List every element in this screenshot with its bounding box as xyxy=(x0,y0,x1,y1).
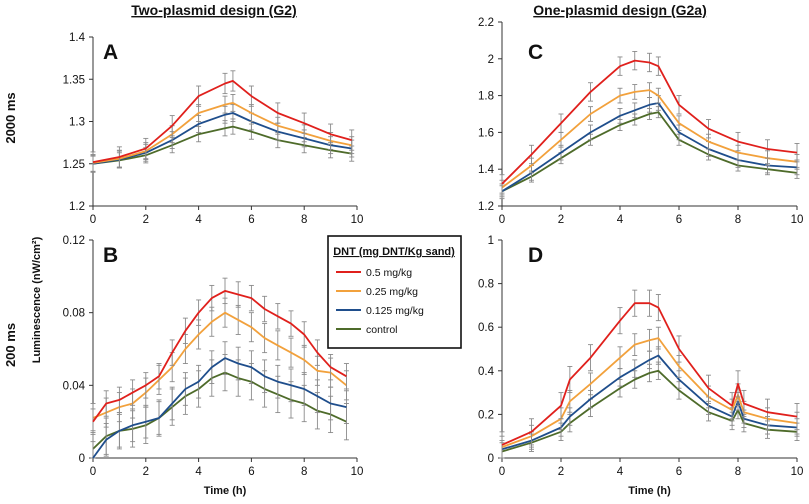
x-tick-label: 4 xyxy=(195,466,202,478)
series-line-0-125-mg-kg-a xyxy=(92,112,352,165)
legend: DNT (mg DNT/Kg sand) 0.5 mg/kg 0.25 mg/k… xyxy=(327,235,462,349)
panel-letter-c: C xyxy=(528,41,543,64)
series-line-0-5-mg-kg-a xyxy=(92,80,352,163)
x-tick-label: 8 xyxy=(301,214,307,226)
y-tick-label: 0.08 xyxy=(63,308,85,320)
y-tick-label: 1.35 xyxy=(63,74,85,86)
y-tick-label: 2 xyxy=(488,54,494,66)
title-one-plasmid: One-plasmid design (G2a) xyxy=(533,2,706,18)
title-two-plasmid: Two-plasmid design (G2) xyxy=(131,2,296,18)
x-tick-label: 8 xyxy=(301,466,307,478)
legend-title: DNT (mg DNT/Kg sand) xyxy=(333,246,455,258)
legend-label-0-5: 0.5 mg/kg xyxy=(366,267,412,279)
y-tick-label: 0.6 xyxy=(478,322,494,334)
panel-letter-d: D xyxy=(528,244,543,267)
y-tick-label: 0 xyxy=(488,453,494,465)
y-tick-label: 1.3 xyxy=(69,117,85,129)
y-tick-label: 1.4 xyxy=(69,32,86,44)
x-axis-label-d: Time (h) xyxy=(628,485,671,497)
x-tick-label: 8 xyxy=(735,214,741,226)
y-tick-label: 1.4 xyxy=(478,164,495,176)
series-line-0-25-mg-kg-c xyxy=(501,89,798,189)
series-line-0-125-mg-kg-b xyxy=(92,357,347,459)
x-tick-label: 10 xyxy=(351,466,364,478)
x-axis-label-b: Time (h) xyxy=(204,485,247,497)
series-line-0-25-mg-kg-b xyxy=(92,311,347,419)
y-tick-label: 2.2 xyxy=(478,17,494,29)
x-tick-label: 0 xyxy=(90,466,96,478)
x-tick-label: 10 xyxy=(351,214,364,226)
y-tick-label: 1.25 xyxy=(63,159,85,171)
y-tick-label: 0 xyxy=(79,453,85,465)
series-line-0-25-mg-kg-d xyxy=(501,337,798,448)
x-tick-label: 6 xyxy=(248,466,254,478)
panel-c: 1.2 1.4 1.6 1.8 2 2.2 0 2 4 6 8 10 xyxy=(478,17,803,226)
y-tick-label: 1.2 xyxy=(478,201,494,213)
series-line-0-5-mg-kg-b xyxy=(92,289,347,423)
y-tick-label: 0.4 xyxy=(478,366,495,378)
legend-label-0-25: 0.25 mg/kg xyxy=(366,286,418,298)
x-tick-label: 0 xyxy=(499,214,505,226)
shared-y-axis-label: Luminescence (nW/cm²) xyxy=(31,236,43,363)
x-tick-label: 6 xyxy=(676,466,682,478)
x-tick-label: 2 xyxy=(558,466,564,478)
series-line-0-25-mg-kg-a xyxy=(92,102,352,164)
series-line-control-a xyxy=(92,125,352,165)
y-tick-label: 0.04 xyxy=(63,380,86,392)
series-line-control-b xyxy=(92,371,347,450)
legend-label-control: control xyxy=(366,324,398,336)
y-tick-label: 1.8 xyxy=(478,91,494,103)
panel-letter-a: A xyxy=(103,41,118,64)
series-line-0-5-mg-kg-d xyxy=(501,302,798,446)
x-tick-label: 6 xyxy=(676,214,682,226)
x-tick-label: 8 xyxy=(735,466,741,478)
y-tick-label: 0.8 xyxy=(478,279,494,291)
legend-label-0-125: 0.125 mg/kg xyxy=(366,305,424,317)
x-tick-label: 0 xyxy=(499,466,505,478)
x-tick-label: 10 xyxy=(791,466,804,478)
x-tick-label: 0 xyxy=(90,214,96,226)
series-line-control-d xyxy=(501,369,798,453)
x-tick-label: 2 xyxy=(558,214,564,226)
y-tick-label: 1.2 xyxy=(69,201,85,213)
y-tick-label: 1.6 xyxy=(478,127,494,139)
series-line-0-5-mg-kg-c xyxy=(501,59,798,185)
y-tick-label: 0.12 xyxy=(63,235,85,247)
row-label-200ms: 200 ms xyxy=(3,323,18,367)
row-label-2000ms: 2000 ms xyxy=(3,92,18,143)
x-tick-label: 6 xyxy=(248,214,254,226)
y-tick-label: 0.2 xyxy=(478,409,494,421)
panel-b: 0 0.04 0.08 0.12 0 2 4 6 8 10 Time (h) xyxy=(63,235,364,497)
x-tick-label: 4 xyxy=(617,214,624,226)
panel-letter-b: B xyxy=(103,244,118,267)
panel-a: 1.2 1.25 1.3 1.35 1.4 0 2 4 6 8 10 xyxy=(63,32,364,226)
x-tick-label: 10 xyxy=(791,214,804,226)
x-tick-label: 4 xyxy=(617,466,624,478)
x-tick-label: 2 xyxy=(143,466,149,478)
x-tick-label: 4 xyxy=(195,214,202,226)
y-tick-label: 1 xyxy=(488,235,494,247)
x-tick-label: 2 xyxy=(143,214,149,226)
series-line-0-125-mg-kg-d xyxy=(501,354,798,451)
